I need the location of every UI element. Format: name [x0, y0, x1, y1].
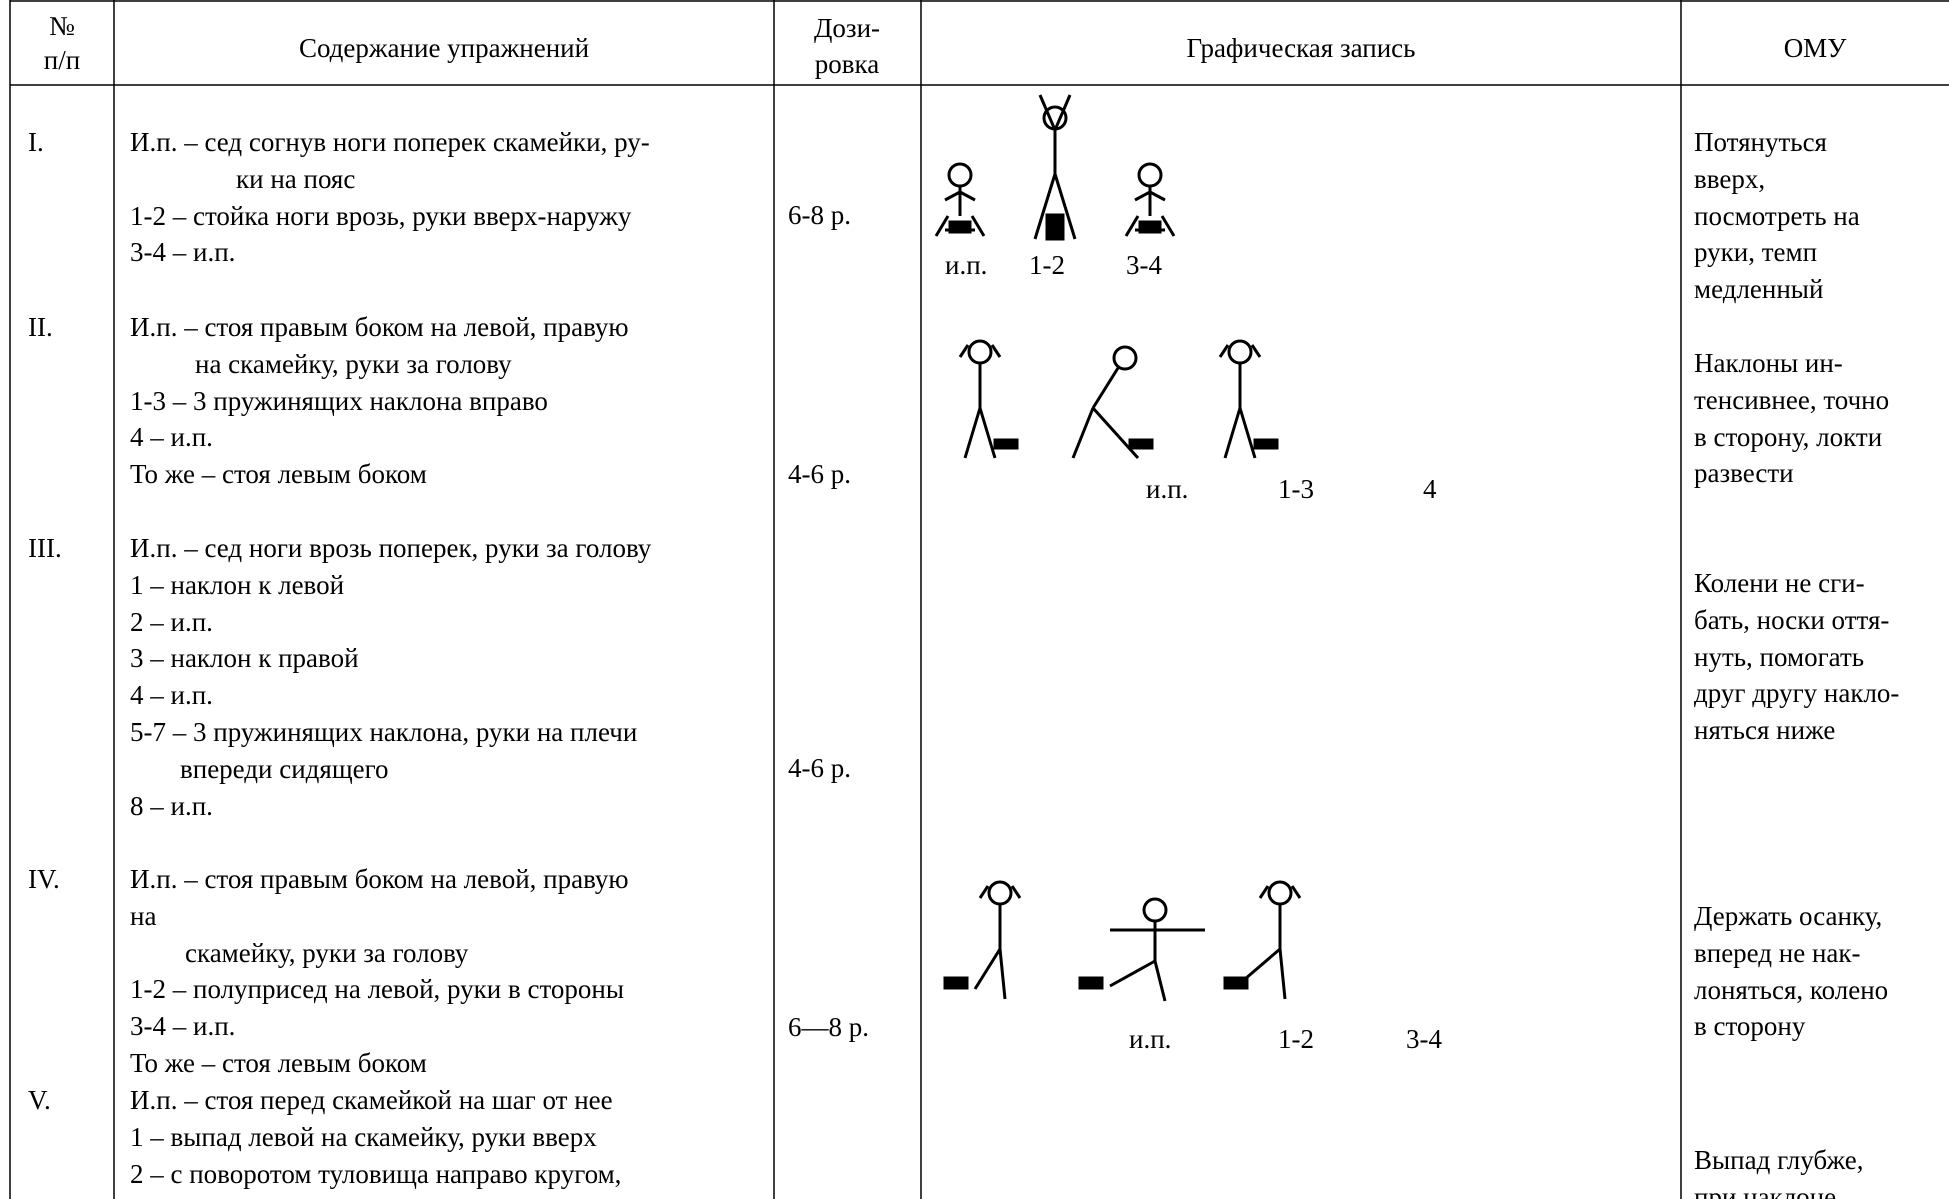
exercise-line: И.п. – стоя перед скамейкой на шаг от не…: [130, 1085, 613, 1115]
exercise-line: ки на пояс: [236, 163, 356, 194]
omu-line: лоняться, колено: [1694, 974, 1889, 1005]
omu-line: посмотреть на: [1694, 200, 1860, 231]
header-dosage: ровка: [814, 49, 880, 79]
exercise-line: скамейку, руки за голову: [185, 937, 469, 968]
graphic-label: 1-2: [1278, 1024, 1314, 1054]
header-number: п/п: [43, 45, 81, 75]
exercise-line: И.п. – сед согнув ноги поперек скамейки,…: [130, 127, 650, 157]
omu-line: медленный: [1694, 274, 1824, 305]
exercise-line: 3-4 – и.п.: [130, 1011, 236, 1042]
omu-line: вверх,: [1694, 163, 1766, 194]
omu-line: бать, носки оття-: [1694, 604, 1890, 635]
exercise-line: на: [130, 900, 157, 931]
dosage: 6—8 р.: [788, 1012, 869, 1042]
omu-line: при наклоне: [1694, 1181, 1837, 1199]
dosage: 4-6 р.: [788, 459, 851, 489]
row-number: V.: [28, 1085, 51, 1115]
dosage: 6-8 р.: [788, 200, 851, 230]
omu-line: в сторону, локти: [1694, 421, 1883, 452]
omu-line: друг другу накло-: [1694, 678, 1900, 709]
exercise-line: То же – стоя левым боком: [130, 459, 427, 490]
exercise-line: 1-2 – полуприсед на левой, руки в сторон…: [130, 974, 625, 1005]
exercise-line: 4 – и.п.: [130, 422, 213, 453]
graphic-label: 1-3: [1278, 474, 1314, 504]
omu-line: тенсивнее, точно: [1694, 384, 1890, 415]
exercise-line: И.п. – сед ноги врозь поперек, руки за г…: [130, 533, 652, 563]
exercise-line: И.п. – стоя правым боком на левой, праву…: [130, 312, 629, 342]
graphic-label: и.п.: [1146, 474, 1189, 504]
exercise-line: 1 – выпад левой на скамейку, руки вверх: [130, 1121, 597, 1152]
graphic-label: 4: [1423, 474, 1437, 504]
figures: [934, 94, 1302, 1002]
row-number: I.: [28, 127, 44, 157]
exercise-line: То же – стоя левым боком: [130, 1048, 427, 1078]
header-content: Содержание упражнений: [298, 33, 590, 63]
omu-line: Наклоны ин-: [1694, 348, 1843, 378]
exercise-line: 5-7 – 3 пружинящих наклона, руки на плеч…: [130, 717, 638, 747]
header-number: №: [49, 11, 75, 41]
omu-line: в сторону: [1694, 1011, 1806, 1042]
row-number: II.: [28, 312, 53, 342]
exercise-line: 1 – наклон к левой: [130, 569, 345, 600]
row-number: III.: [28, 533, 62, 563]
exercise-line: 2 – с поворотом туловища направо кругом,: [130, 1158, 622, 1189]
exercise-line: 1-3 – 3 пружинящих наклона вправо: [130, 385, 548, 416]
exercise-line: 4 – и.п.: [130, 680, 213, 711]
exercise-line: 1-2 – стойка ноги врозь, руки вверх-нару…: [130, 200, 632, 231]
row-number: IV.: [28, 864, 60, 894]
omu-line: Потянуться: [1694, 127, 1827, 157]
exercise-line: 3 – наклон к правой: [130, 643, 359, 674]
omu-line: Выпад глубже,: [1694, 1145, 1864, 1175]
exercise-line: 8 – и.п.: [130, 790, 213, 821]
omu-line: няться ниже: [1694, 715, 1836, 746]
dosage: 4-6 р.: [788, 753, 851, 783]
exercise-line: 3-4 – и.п.: [130, 237, 236, 268]
graphic-label: 3-4: [1126, 250, 1162, 280]
exercise-line: 2 – и.п.: [130, 606, 213, 637]
omu-line: Колени не сги-: [1694, 568, 1865, 598]
graphic-label: и.п.: [1129, 1024, 1172, 1054]
exercise-line: впереди сидящего: [180, 753, 389, 784]
exercise-line: на скамейку, руки за голову: [195, 348, 512, 379]
header-graphic: Графическая запись: [1186, 33, 1416, 63]
omu-line: вперед не нак-: [1694, 937, 1861, 968]
omu-line: Держать осанку,: [1694, 901, 1883, 931]
header-dosage: Дози-: [813, 13, 881, 43]
graphic-label: 1-2: [1029, 250, 1065, 280]
exercise-line: И.п. – стоя правым боком на левой, праву…: [130, 864, 629, 894]
omu-line: нуть, помогать: [1694, 641, 1865, 672]
graphic-label: и.п.: [945, 250, 988, 280]
omu-line: руки, темп: [1694, 237, 1818, 268]
omu-line: развести: [1694, 458, 1794, 489]
header-omu: ОМУ: [1783, 33, 1847, 63]
graphic-label: 3-4: [1406, 1024, 1442, 1054]
